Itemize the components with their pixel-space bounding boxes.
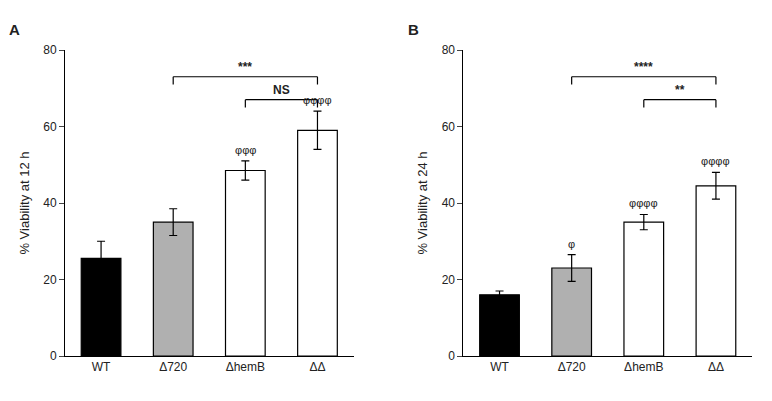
svg-text:60: 60 [442,120,456,134]
svg-text:WT: WT [92,360,111,374]
svg-text:80: 80 [43,43,57,57]
svg-text:NS: NS [273,83,290,97]
svg-text:Δ720: Δ720 [159,360,187,374]
svg-text:ΔΔ: ΔΔ [309,360,325,374]
svg-text:80: 80 [442,43,456,57]
svg-text:****: **** [634,60,653,74]
svg-text:ΔhemB: ΔhemB [624,360,663,374]
svg-text:φφφφ: φφφφ [303,94,332,106]
svg-text:WT: WT [490,360,509,374]
svg-text:% Viability at 12 h: % Viability at 12 h [17,151,32,254]
svg-text:φ: φ [568,238,575,250]
svg-text:φφφφ: φφφφ [701,155,730,167]
svg-text:ΔΔ: ΔΔ [708,360,724,374]
svg-text:0: 0 [50,349,57,363]
svg-text:**: ** [675,83,685,97]
svg-text:A: A [9,21,20,38]
svg-text:φφφφ: φφφφ [629,197,658,209]
svg-text:20: 20 [43,273,57,287]
svg-text:40: 40 [43,196,57,210]
svg-text:***: *** [238,60,252,74]
svg-text:% Viability at 24 h: % Viability at 24 h [415,151,430,254]
svg-text:60: 60 [43,120,57,134]
svg-text:40: 40 [442,196,456,210]
svg-text:Δ720: Δ720 [558,360,586,374]
svg-text:φφφ: φφφ [235,144,256,156]
svg-text:B: B [408,21,419,38]
svg-text:0: 0 [448,349,455,363]
svg-text:ΔhemB: ΔhemB [226,360,265,374]
svg-text:20: 20 [442,273,456,287]
